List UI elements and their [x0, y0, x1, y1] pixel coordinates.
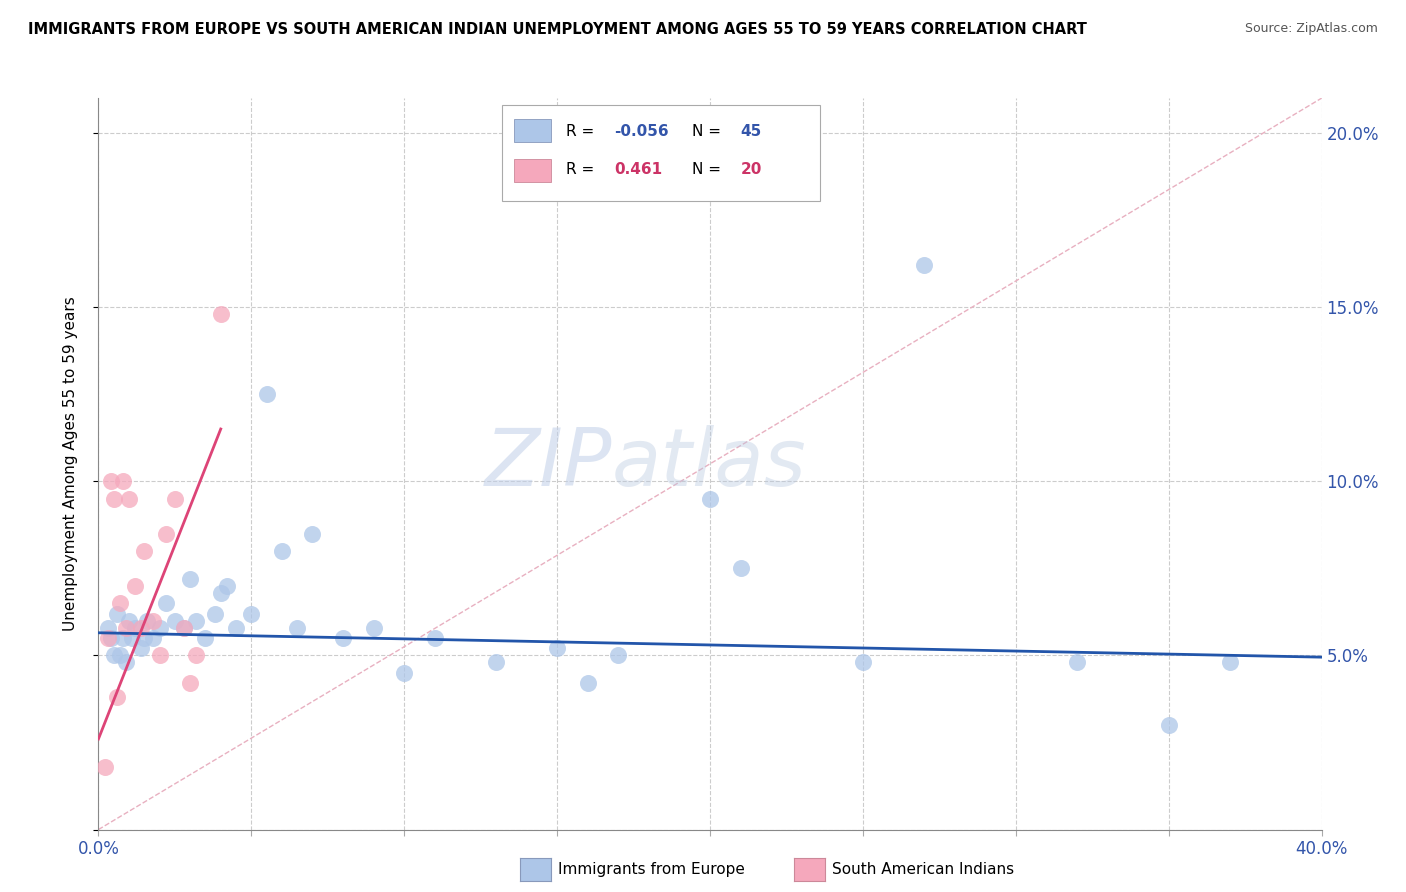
Point: [103, 491, 125, 506]
Text: IMMIGRANTS FROM EUROPE VS SOUTH AMERICAN INDIAN UNEMPLOYMENT AMONG AGES 55 TO 59: IMMIGRANTS FROM EUROPE VS SOUTH AMERICAN…: [28, 22, 1087, 37]
Point: [103, 648, 125, 663]
FancyBboxPatch shape: [515, 159, 551, 182]
Point: [155, 526, 177, 541]
Text: N =: N =: [692, 123, 721, 138]
Point: [912, 258, 935, 272]
Point: [97, 621, 120, 635]
Point: [155, 596, 177, 610]
Point: [363, 621, 385, 635]
Point: [209, 585, 232, 599]
Point: [607, 648, 630, 663]
Point: [576, 676, 599, 690]
Point: [108, 596, 131, 610]
Point: [118, 614, 141, 628]
Text: 45: 45: [741, 123, 762, 138]
FancyBboxPatch shape: [502, 105, 820, 201]
Point: [111, 475, 134, 489]
Point: [149, 648, 172, 663]
Point: [129, 641, 152, 656]
Point: [173, 621, 195, 635]
Point: [134, 631, 156, 645]
Point: [93, 760, 115, 774]
Point: [730, 561, 752, 575]
Point: [1219, 656, 1241, 670]
Point: [100, 631, 122, 645]
Point: [186, 614, 208, 628]
Text: 0.461: 0.461: [614, 162, 662, 178]
Point: [285, 621, 308, 635]
Point: [105, 607, 128, 621]
Point: [134, 544, 156, 558]
Point: [270, 544, 292, 558]
Point: [111, 631, 134, 645]
Point: [1066, 656, 1088, 670]
Point: [1157, 718, 1180, 732]
Point: [204, 607, 226, 621]
Y-axis label: Unemployment Among Ages 55 to 59 years: Unemployment Among Ages 55 to 59 years: [63, 296, 77, 632]
Text: N =: N =: [692, 162, 721, 178]
Point: [115, 621, 138, 635]
Point: [225, 621, 247, 635]
Text: atlas: atlas: [612, 425, 807, 503]
Point: [124, 621, 146, 635]
Point: [97, 631, 120, 645]
Point: [100, 475, 122, 489]
Point: [423, 631, 446, 645]
Point: [142, 631, 165, 645]
Point: [392, 665, 416, 680]
Point: [179, 572, 201, 586]
Text: ZIP: ZIP: [485, 425, 612, 503]
Point: [194, 631, 217, 645]
Point: [163, 614, 186, 628]
Point: [301, 526, 323, 541]
Point: [118, 491, 141, 506]
FancyBboxPatch shape: [515, 119, 551, 142]
Point: [149, 621, 172, 635]
Point: [215, 579, 238, 593]
Point: [173, 621, 195, 635]
Text: Immigrants from Europe: Immigrants from Europe: [558, 863, 745, 877]
Point: [121, 631, 143, 645]
Point: [108, 648, 131, 663]
Point: [485, 656, 508, 670]
Point: [240, 607, 263, 621]
Text: -0.056: -0.056: [614, 123, 669, 138]
Point: [546, 641, 568, 656]
Point: [179, 676, 201, 690]
Point: [136, 614, 159, 628]
Point: [105, 690, 128, 705]
Point: [209, 307, 232, 321]
Point: [163, 491, 186, 506]
Point: [256, 387, 278, 401]
Point: [852, 656, 875, 670]
Point: [124, 579, 146, 593]
Point: [186, 648, 208, 663]
Text: South American Indians: South American Indians: [832, 863, 1015, 877]
Text: R =: R =: [565, 162, 593, 178]
Text: 20: 20: [741, 162, 762, 178]
Text: Source: ZipAtlas.com: Source: ZipAtlas.com: [1244, 22, 1378, 36]
Point: [142, 614, 165, 628]
Text: R =: R =: [565, 123, 593, 138]
Point: [115, 656, 138, 670]
Point: [332, 631, 354, 645]
Point: [699, 491, 721, 506]
Point: [129, 621, 152, 635]
